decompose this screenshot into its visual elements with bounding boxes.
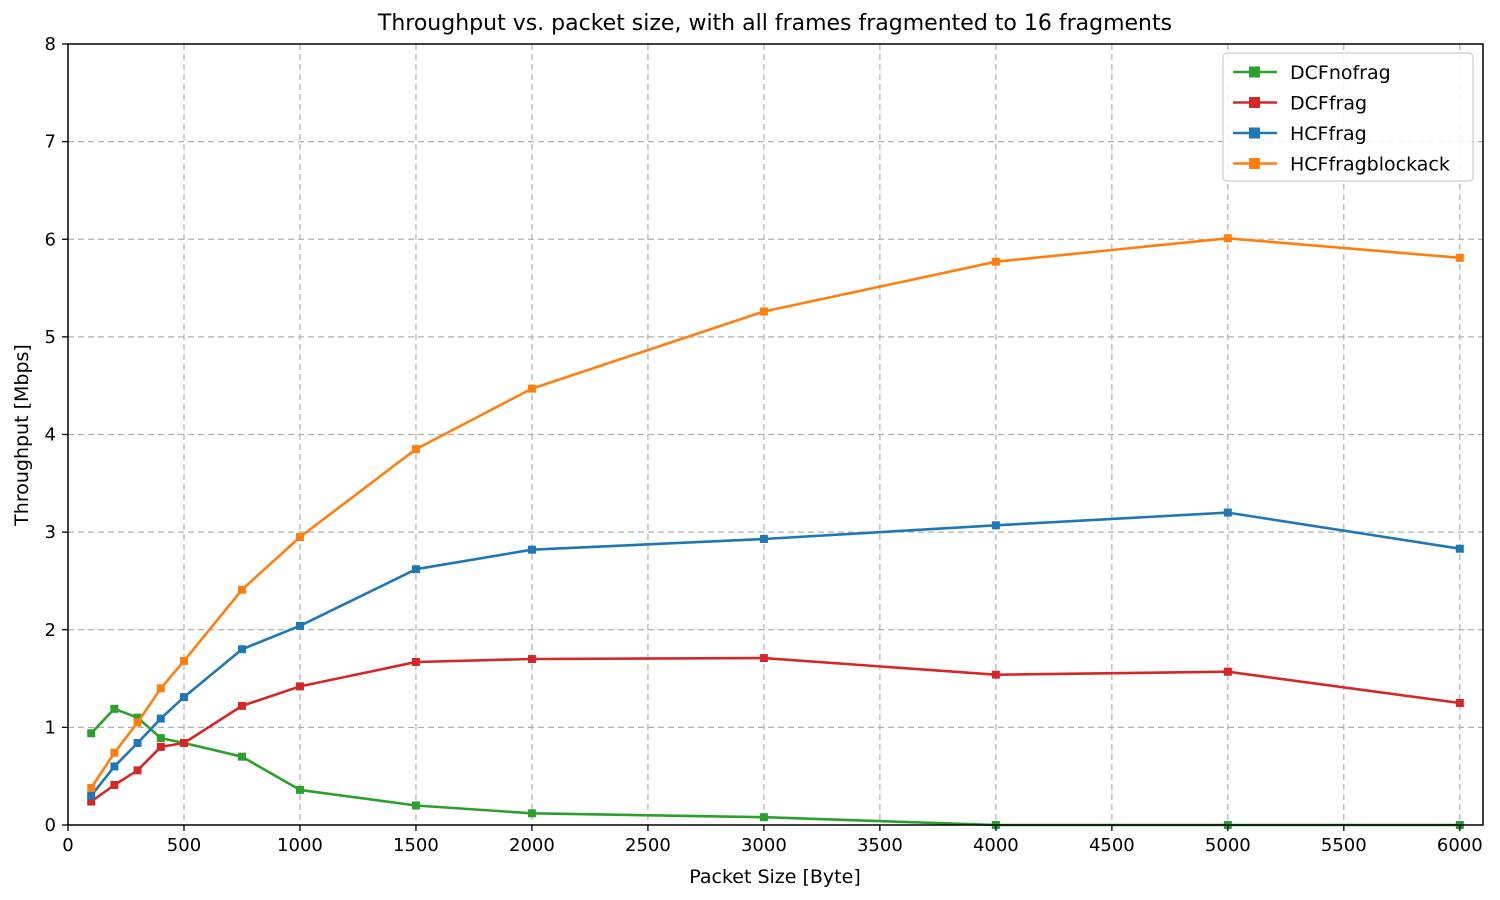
data-point — [156, 714, 165, 723]
legend-marker — [1249, 127, 1260, 139]
data-point — [110, 704, 119, 713]
data-point — [1455, 253, 1464, 262]
x-tick-label: 6000 — [1437, 835, 1483, 856]
data-point — [991, 257, 1000, 266]
data-point — [110, 748, 119, 757]
y-tick-label: 6 — [45, 229, 56, 250]
x-tick-label: 4000 — [973, 835, 1019, 856]
data-point — [295, 682, 304, 691]
x-tick-label: 5500 — [1321, 835, 1367, 856]
data-point — [295, 785, 304, 794]
data-point — [759, 307, 768, 316]
y-tick-label: 5 — [45, 327, 56, 348]
legend-marker — [1249, 66, 1260, 78]
data-point — [527, 545, 536, 554]
axis-ticks: 0 500 1000 1500 2000 2500 3000 3500 4000 4500 5000… — [45, 34, 1483, 856]
data-point — [87, 797, 96, 806]
series-HCFfrag — [87, 508, 1464, 800]
data-point — [295, 533, 304, 542]
x-tick-label: 3000 — [741, 835, 787, 856]
legend-label: DCFfrag — [1290, 93, 1367, 115]
x-tick-label: 0 — [62, 835, 73, 856]
legend-marker — [1249, 97, 1260, 108]
data-point — [1223, 234, 1232, 243]
data-point — [156, 684, 165, 693]
y-tick-label: 0 — [45, 815, 56, 836]
data-point — [1455, 698, 1464, 707]
y-tick-label: 1 — [45, 717, 56, 738]
data-point — [527, 384, 536, 393]
x-axis-title: Packet Size [Byte] — [689, 866, 860, 888]
data-point — [133, 718, 142, 727]
data-point — [133, 766, 142, 775]
data-point — [1223, 667, 1232, 676]
data-point — [411, 565, 420, 574]
data-point — [156, 734, 165, 743]
data-point — [759, 534, 768, 543]
data-point — [156, 742, 165, 751]
series-DCFfrag — [87, 654, 1464, 806]
data-point — [179, 656, 188, 665]
data-point — [133, 738, 142, 747]
legend-label: DCFnofrag — [1290, 62, 1391, 84]
data-point — [237, 585, 246, 594]
data-point — [527, 809, 536, 818]
data-point — [237, 752, 246, 761]
x-tick-label: 3500 — [857, 835, 903, 856]
data-point — [133, 713, 142, 722]
x-tick-label: 4500 — [1089, 835, 1135, 856]
data-point — [759, 813, 768, 822]
y-tick-label: 3 — [45, 522, 56, 543]
data-point — [759, 654, 768, 663]
data-point — [1223, 508, 1232, 517]
legend-item: DCFfrag — [1233, 93, 1367, 115]
data-point — [1455, 544, 1464, 553]
x-tick-label: 1000 — [277, 835, 323, 856]
x-tick-label: 1500 — [393, 835, 439, 856]
y-tick-label: 2 — [45, 620, 56, 641]
legend-label: HCFfragblockack — [1290, 154, 1450, 176]
data-point — [87, 791, 96, 800]
data-point — [87, 783, 96, 792]
chart-title: Throughput vs. packet size, with all fra… — [377, 11, 1172, 36]
data-point — [991, 521, 1000, 530]
series-HCFfragblockack — [87, 234, 1464, 792]
data-point — [110, 780, 119, 789]
y-tick-label: 8 — [45, 34, 56, 55]
data-point — [295, 621, 304, 630]
data-point — [237, 701, 246, 710]
x-tick-label: 5000 — [1205, 835, 1251, 856]
data-point — [411, 657, 420, 666]
data-point — [527, 655, 536, 664]
y-axis-title: Throughput [Mbps] — [11, 344, 33, 527]
legend-item: HCFfragblockack — [1233, 154, 1450, 176]
legend-item: HCFfrag — [1233, 123, 1367, 145]
legend-marker — [1249, 158, 1260, 169]
y-tick-label: 4 — [45, 425, 56, 446]
legend-label: HCFfrag — [1290, 123, 1367, 145]
data-point — [179, 738, 188, 747]
data-point — [411, 445, 420, 454]
data-point — [87, 729, 96, 738]
legend-box — [1222, 52, 1474, 182]
legend: DCFnofrag DCFfrag HCFfrag HCFfragblockack — [1222, 52, 1474, 182]
y-tick-label: 7 — [45, 132, 56, 153]
data-point — [991, 670, 1000, 679]
data-point — [179, 693, 188, 702]
x-tick-label: 2000 — [509, 835, 555, 856]
data-point — [237, 645, 246, 654]
data-point — [110, 762, 119, 771]
x-tick-label: 500 — [167, 835, 201, 856]
data-point — [411, 801, 420, 810]
x-tick-label: 2500 — [625, 835, 671, 856]
legend-item: DCFnofrag — [1233, 62, 1391, 84]
